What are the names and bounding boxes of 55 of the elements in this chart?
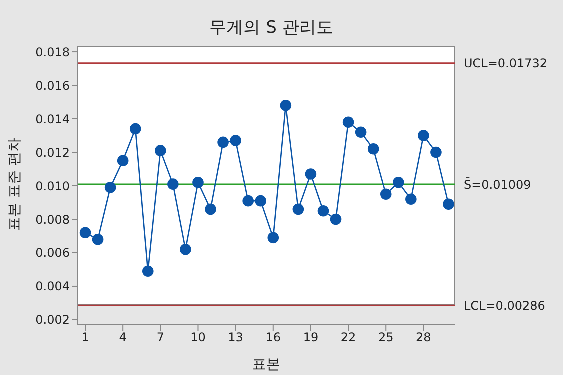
point bbox=[142, 266, 154, 278]
x-tick-label: 25 bbox=[378, 330, 394, 345]
y-tick-label: 0.004 bbox=[36, 280, 70, 294]
point bbox=[392, 177, 404, 188]
x-tick-label: 13 bbox=[228, 330, 244, 345]
point bbox=[155, 145, 166, 156]
point bbox=[406, 194, 417, 206]
point bbox=[92, 234, 104, 246]
point bbox=[192, 177, 204, 188]
x-tick-label: 19 bbox=[303, 330, 319, 345]
x-axis-title: 표본 bbox=[252, 357, 280, 373]
point bbox=[205, 204, 216, 216]
point bbox=[168, 178, 179, 190]
y-tick-label: 0.014 bbox=[36, 112, 70, 126]
point bbox=[130, 123, 142, 135]
point bbox=[230, 135, 242, 146]
point bbox=[255, 195, 267, 207]
point bbox=[80, 227, 92, 239]
x-tick-label: 16 bbox=[266, 330, 282, 345]
point bbox=[355, 126, 367, 138]
x-tick-label: 1 bbox=[82, 330, 90, 345]
point bbox=[380, 188, 392, 200]
ref-line-label: S̄=0.01009 bbox=[464, 178, 532, 192]
ref-line-label: LCL=0.00286 bbox=[464, 298, 546, 313]
x-tick-label: 4 bbox=[119, 330, 127, 345]
point bbox=[117, 155, 129, 167]
point bbox=[318, 205, 330, 217]
point bbox=[443, 198, 454, 210]
point bbox=[330, 214, 342, 226]
y-tick-label: 0.002 bbox=[36, 313, 70, 328]
x-tick-label: 22 bbox=[340, 330, 356, 345]
y-tick-label: 0.016 bbox=[36, 78, 70, 93]
y-tick-label: 0.018 bbox=[36, 45, 70, 60]
y-tick-label: 0.012 bbox=[36, 146, 70, 160]
x-tick-label: 28 bbox=[416, 330, 432, 345]
point bbox=[305, 168, 317, 180]
point bbox=[268, 232, 280, 244]
point bbox=[218, 136, 229, 148]
y-axis-title: 표본 표준 편차 bbox=[6, 138, 23, 231]
ref-line-label: UCL=0.01732 bbox=[464, 56, 548, 71]
y-tick-label: 0.008 bbox=[36, 212, 70, 227]
point bbox=[342, 116, 354, 128]
point bbox=[368, 144, 380, 155]
point bbox=[280, 100, 292, 112]
point bbox=[104, 182, 116, 194]
point bbox=[430, 146, 442, 158]
y-tick-label: 0.010 bbox=[36, 179, 70, 194]
y-tick-label: 0.006 bbox=[36, 246, 70, 260]
x-tick-label: 7 bbox=[156, 330, 164, 345]
point bbox=[242, 195, 254, 207]
point bbox=[292, 204, 304, 216]
x-tick-label: 10 bbox=[190, 330, 206, 345]
point bbox=[180, 244, 192, 256]
chart-title: 무게의 S 관리도 bbox=[208, 17, 334, 39]
point bbox=[418, 130, 430, 142]
